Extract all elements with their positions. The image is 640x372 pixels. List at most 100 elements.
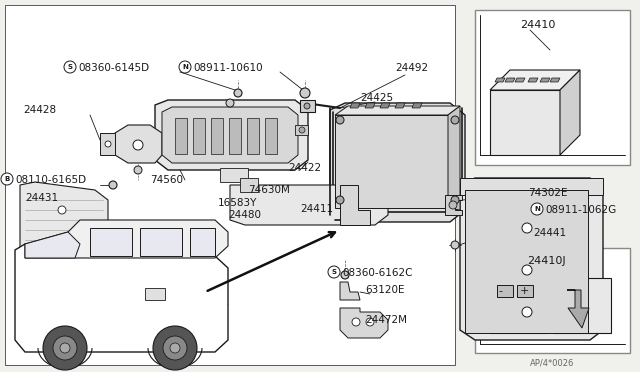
Circle shape	[352, 318, 360, 326]
Polygon shape	[365, 103, 375, 108]
Polygon shape	[300, 100, 315, 112]
Polygon shape	[340, 185, 370, 225]
Text: B: B	[4, 176, 10, 182]
Circle shape	[234, 89, 242, 97]
Bar	[490, 278, 548, 333]
Text: 24410J: 24410J	[527, 256, 566, 266]
Text: 74630M: 74630M	[248, 185, 290, 195]
Bar	[247, 118, 259, 154]
Text: +: +	[520, 286, 529, 296]
Circle shape	[179, 61, 191, 73]
Text: 08360-6145D: 08360-6145D	[78, 63, 149, 73]
Polygon shape	[20, 182, 108, 275]
Circle shape	[300, 88, 310, 98]
Circle shape	[163, 336, 187, 360]
Circle shape	[153, 326, 197, 370]
Text: 24441: 24441	[533, 228, 566, 238]
Bar	[229, 118, 241, 154]
Bar	[90, 228, 132, 256]
Bar	[193, 118, 205, 154]
Polygon shape	[220, 168, 248, 182]
Polygon shape	[25, 220, 228, 258]
Text: 24472M: 24472M	[365, 315, 407, 325]
Text: 74560: 74560	[150, 175, 183, 185]
Polygon shape	[155, 100, 308, 170]
Polygon shape	[25, 232, 80, 258]
Polygon shape	[445, 195, 462, 215]
Text: 08911-10610: 08911-10610	[193, 63, 262, 73]
Circle shape	[1, 173, 13, 185]
Text: N: N	[534, 206, 540, 212]
Polygon shape	[100, 133, 115, 155]
Polygon shape	[240, 178, 258, 192]
Text: 08911-1062G: 08911-1062G	[545, 205, 616, 215]
Polygon shape	[515, 78, 525, 82]
Text: S: S	[332, 269, 337, 275]
Circle shape	[522, 307, 532, 317]
Polygon shape	[340, 308, 388, 338]
Circle shape	[43, 326, 87, 370]
Polygon shape	[465, 190, 588, 333]
Polygon shape	[412, 103, 422, 108]
Text: 24410: 24410	[520, 20, 556, 30]
Circle shape	[299, 127, 305, 133]
Circle shape	[60, 343, 70, 353]
Circle shape	[304, 103, 310, 109]
Text: 24425: 24425	[360, 93, 393, 103]
Polygon shape	[330, 103, 465, 222]
Text: 63120E: 63120E	[365, 285, 404, 295]
Bar	[211, 118, 223, 154]
Bar	[140, 228, 182, 256]
Polygon shape	[460, 178, 603, 340]
Circle shape	[58, 251, 66, 259]
Text: 24422: 24422	[288, 163, 321, 173]
Polygon shape	[505, 78, 515, 82]
Polygon shape	[567, 290, 589, 328]
Polygon shape	[490, 90, 560, 155]
Polygon shape	[15, 244, 228, 352]
Circle shape	[522, 265, 532, 275]
Text: S: S	[67, 64, 72, 70]
Polygon shape	[335, 106, 460, 115]
Polygon shape	[115, 125, 162, 163]
Text: 24492: 24492	[395, 63, 428, 73]
Circle shape	[134, 166, 142, 174]
Circle shape	[336, 116, 344, 124]
Polygon shape	[162, 107, 298, 163]
Text: 08110-6165D: 08110-6165D	[15, 175, 86, 185]
Polygon shape	[230, 185, 388, 225]
Polygon shape	[490, 70, 580, 90]
Polygon shape	[395, 103, 405, 108]
Circle shape	[58, 206, 66, 214]
Bar	[190, 228, 215, 256]
Bar	[517, 285, 533, 297]
Polygon shape	[335, 115, 448, 208]
Circle shape	[109, 181, 117, 189]
Circle shape	[226, 99, 234, 107]
Bar	[145, 288, 165, 300]
Circle shape	[451, 241, 459, 249]
Text: 74302E: 74302E	[528, 188, 568, 198]
Bar	[5, 5, 455, 365]
Text: 24411: 24411	[300, 204, 333, 214]
Polygon shape	[380, 103, 390, 108]
Polygon shape	[495, 78, 505, 82]
Bar	[265, 118, 277, 154]
Polygon shape	[448, 106, 460, 210]
Circle shape	[449, 201, 457, 209]
Polygon shape	[550, 78, 560, 82]
Circle shape	[105, 141, 111, 147]
Text: -: -	[498, 286, 502, 296]
Bar	[475, 248, 630, 353]
Circle shape	[451, 116, 459, 124]
Circle shape	[328, 266, 340, 278]
Text: 24428: 24428	[23, 105, 56, 115]
Circle shape	[336, 196, 344, 204]
Polygon shape	[340, 282, 360, 300]
Bar	[175, 118, 187, 154]
Circle shape	[53, 336, 77, 360]
Polygon shape	[295, 125, 308, 135]
Polygon shape	[350, 103, 360, 108]
Text: 24480: 24480	[228, 210, 261, 220]
Polygon shape	[560, 70, 580, 155]
